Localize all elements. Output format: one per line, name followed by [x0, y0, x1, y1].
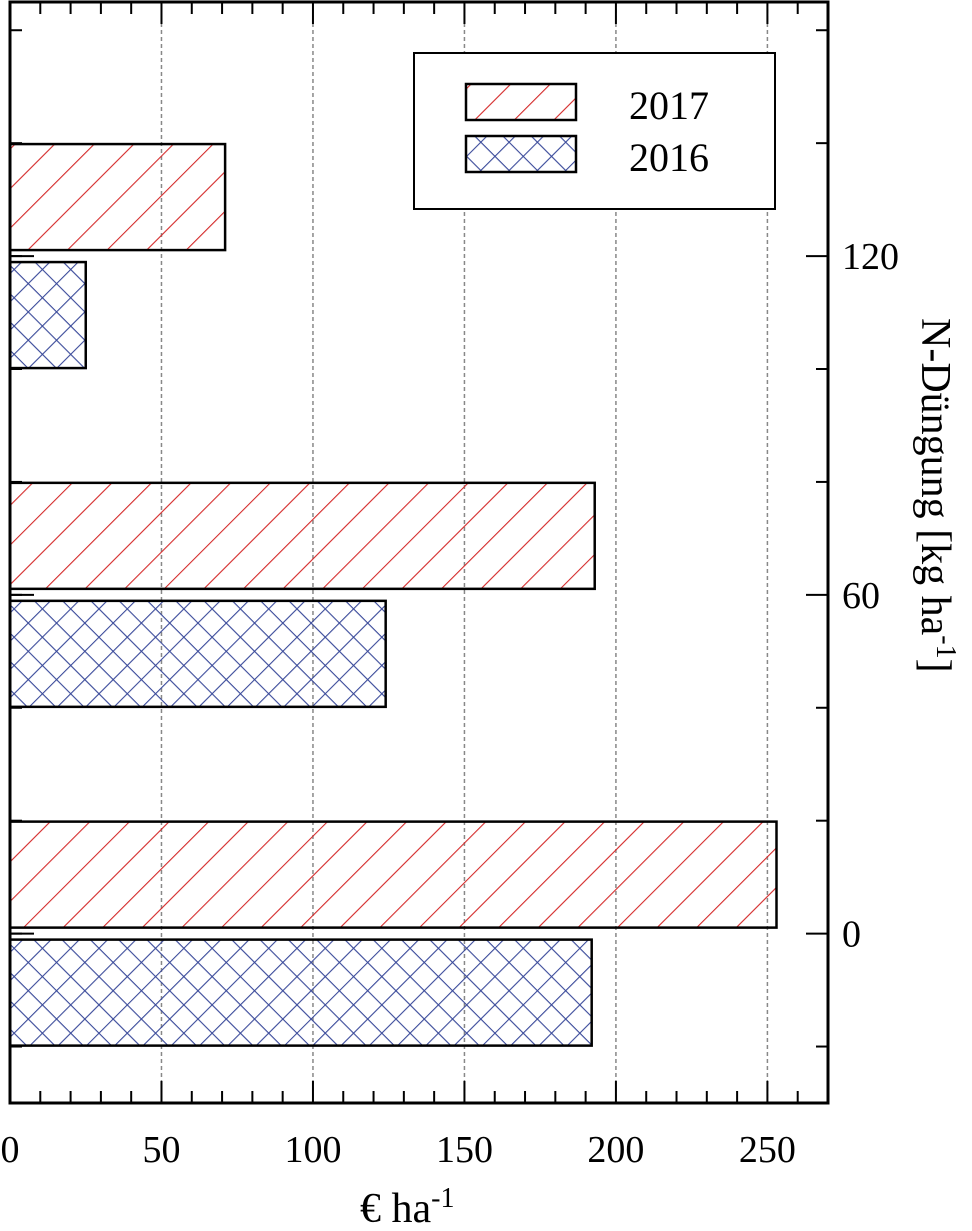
x-axis: 0 50 100 150 200 250: [1, 2, 829, 1171]
x-tick-label: 50: [142, 1129, 180, 1171]
x-tick-label: 0: [1, 1129, 20, 1171]
x-tick-label: 150: [436, 1129, 493, 1171]
bar-2017-120: [8, 142, 227, 252]
y-axis-right: 0 60 120: [10, 29, 899, 1048]
x-tick-label: 200: [587, 1129, 644, 1171]
plot-frame: [8, 0, 830, 1105]
x-tick-label: 100: [284, 1129, 341, 1171]
bars: [8, 142, 778, 1047]
y-axis-title: N-Düngung [kg ha-1]: [912, 318, 962, 673]
y-tick-label: 120: [842, 236, 899, 278]
legend-swatch-2017: [464, 82, 578, 122]
x-axis-title: € ha-1: [360, 1183, 454, 1231]
y-tick-label: 60: [842, 575, 880, 617]
legend: 2017 2016: [413, 52, 776, 210]
legend-label-2017: 2017: [629, 83, 709, 128]
bar-2017-60: [8, 481, 596, 591]
bar-2016-60: [8, 599, 387, 709]
legend-swatch-2016: [464, 134, 578, 174]
legend-box: [413, 52, 776, 210]
bar-2016-0: [8, 938, 593, 1047]
x-tick-label: 250: [739, 1129, 796, 1171]
bar-2017-0: [8, 820, 778, 929]
bar-2016-120: [8, 260, 87, 370]
axes-frame: [8, 0, 830, 1105]
y-tick-label: 0: [842, 914, 861, 956]
legend-label-2016: 2016: [629, 135, 709, 180]
